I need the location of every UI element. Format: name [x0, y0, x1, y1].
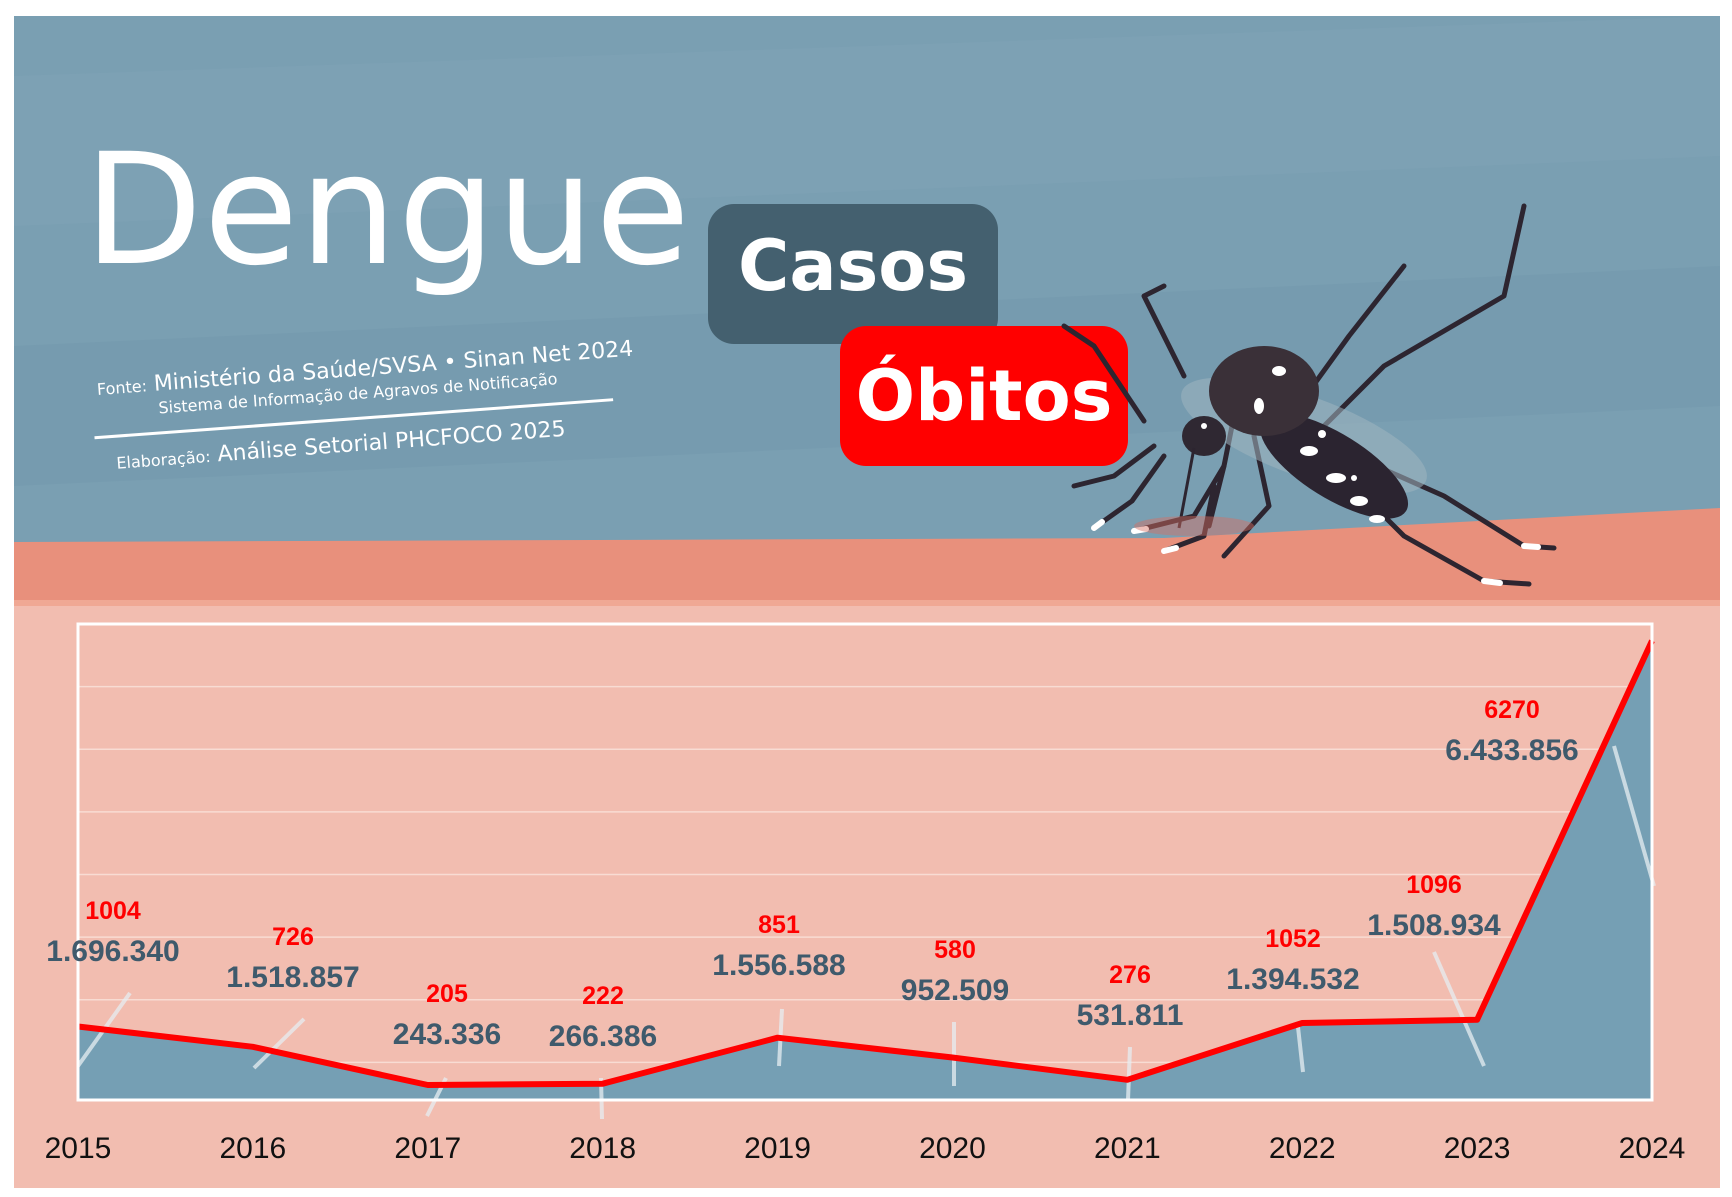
x-tick-label: 2024 — [1619, 1132, 1686, 1165]
x-tick-label: 2022 — [1269, 1132, 1336, 1165]
head — [1182, 416, 1226, 456]
deaths-data-label: 222 — [582, 982, 624, 1010]
skin-edge — [14, 600, 1720, 606]
aedes-mosquito-icon — [1061, 203, 1557, 587]
cases-data-label: 266.386 — [549, 1020, 657, 1053]
leader-line — [1432, 951, 1486, 1067]
cases-data-label: 1.518.857 — [226, 961, 359, 994]
x-tick-label: 2018 — [569, 1132, 636, 1165]
cases-area — [78, 640, 1652, 1100]
page-title: Dengue — [84, 121, 692, 300]
x-tick-label: 2016 — [220, 1132, 287, 1165]
skin-bite — [1134, 516, 1254, 536]
cases-data-label: 1.696.340 — [46, 935, 179, 968]
cases-data-label: 1.508.934 — [1367, 909, 1501, 942]
deaths-data-label: 726 — [272, 923, 314, 951]
sky-band — [14, 16, 1720, 226]
deaths-data-label: 276 — [1109, 961, 1151, 989]
plot-border — [76, 622, 1654, 1102]
deaths-data-label: 6270 — [1484, 696, 1540, 724]
deaths-data-label: 580 — [934, 936, 976, 964]
leader-line — [1296, 1026, 1305, 1073]
leader-line — [1126, 1046, 1132, 1101]
x-tick-label: 2015 — [45, 1132, 112, 1165]
legend-cases-badge: Casos — [708, 204, 998, 344]
x-axis-labels: 2015 2016 2017 2018 2019 2020 2021 2022 2023 2024 — [45, 1132, 1686, 1165]
deaths-data-label: 1004 — [85, 897, 141, 925]
cases-data-label: 1.394.532 — [1226, 963, 1359, 996]
leader-line — [1612, 745, 1656, 887]
gridlines — [78, 623, 1652, 1064]
chart: 1004 1.696.340 726 1.518.857 205 243.336 222 26… — [45, 622, 1686, 1165]
abdomen — [1259, 413, 1409, 519]
cases-data-label: 1.556.588 — [712, 949, 845, 982]
cases-data-label: 952.509 — [901, 974, 1009, 1007]
x-tick-label: 2020 — [919, 1132, 986, 1165]
deaths-line — [77, 639, 1655, 1088]
deaths-data-label: 851 — [758, 911, 800, 939]
cases-data-label: 6.433.856 — [1445, 734, 1578, 767]
x-tick-label: 2023 — [1444, 1132, 1511, 1165]
deaths-data-label: 1052 — [1265, 925, 1321, 953]
skin-surface — [14, 508, 1720, 606]
data-labels: 1004 1.696.340 726 1.518.857 205 243.336 222 26… — [46, 696, 1578, 1053]
infographic: Dengue Fonte: Ministério da Saúde/SVSA •… — [14, 16, 1720, 1188]
cases-data-label: 531.811 — [1077, 999, 1184, 1032]
x-tick-label: 2021 — [1094, 1132, 1161, 1165]
legend-deaths-badge: Óbitos — [840, 326, 1128, 466]
x-tick-label: 2019 — [744, 1132, 811, 1165]
leader-line — [252, 1017, 306, 1070]
x-tick-label: 2017 — [394, 1132, 461, 1165]
deaths-data-label: 1096 — [1406, 871, 1462, 899]
thorax — [1209, 346, 1319, 436]
deaths-data-label: 205 — [426, 980, 468, 1008]
header-background — [14, 16, 1720, 606]
cases-data-label: 243.336 — [393, 1018, 501, 1051]
